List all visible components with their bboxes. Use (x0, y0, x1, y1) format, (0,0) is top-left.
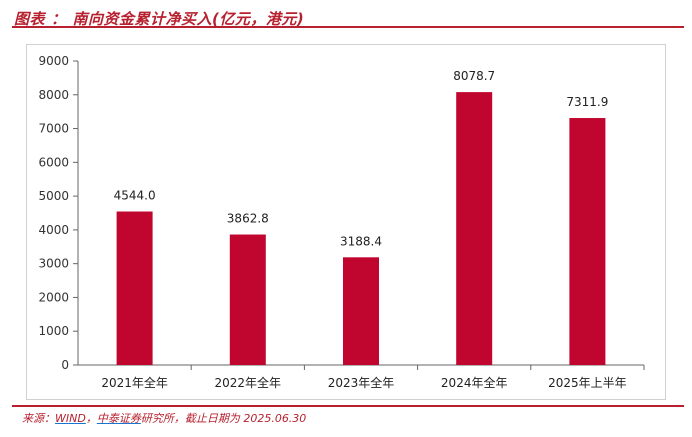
x-tick-label: 2024年全年 (441, 375, 508, 390)
chart-frame (26, 44, 666, 400)
x-tick-label: 2021年全年 (101, 375, 168, 390)
title-label: 图表 (14, 10, 46, 28)
y-tick-label: 7000 (38, 122, 69, 136)
source-prefix: 来源： (22, 412, 55, 425)
chart-title: 图表 ： 南向资金累计净买入(亿元，港元) (14, 8, 304, 29)
bar-value-label: 7311.9 (566, 95, 608, 109)
y-tick-label: 1000 (38, 324, 69, 338)
bar-value-label: 8078.7 (453, 69, 495, 83)
bar (343, 257, 379, 365)
source-divider (12, 405, 684, 407)
source-link-wind[interactable]: WIND (55, 412, 86, 425)
y-tick-label: 9000 (38, 54, 69, 68)
bar-value-label: 3188.4 (340, 234, 382, 248)
source-note: 来源：WIND，中泰证券研究所，截止日期为 2025.06.30 (22, 410, 306, 426)
y-tick-label: 8000 (38, 88, 69, 102)
y-tick-label: 6000 (38, 155, 69, 169)
y-tick-label: 5000 (38, 189, 69, 203)
title-main: 南向资金累计净买入(亿元，港元) (72, 10, 305, 28)
bar (116, 211, 153, 365)
y-tick-label: 2000 (38, 290, 69, 304)
bar-value-label: 3862.8 (227, 212, 269, 226)
title-bar (12, 0, 684, 28)
bar (456, 92, 493, 365)
source-comma: ， (85, 412, 97, 425)
x-tick-label: 2023年全年 (328, 375, 395, 390)
source-link-broker[interactable]: 中泰证券 (96, 412, 141, 425)
x-tick-label: 2022年全年 (215, 375, 282, 390)
y-tick-label: 0 (61, 358, 69, 372)
bar (229, 234, 266, 365)
y-tick-label: 3000 (38, 257, 69, 271)
y-tick-label: 4000 (38, 223, 69, 237)
bar (569, 118, 606, 365)
x-tick-label: 2025年上半年 (548, 376, 627, 390)
title-separator: ： (51, 10, 67, 28)
source-rest: 研究所，截止日期为 2025.06.30 (140, 412, 307, 425)
bar-value-label: 4544.0 (114, 189, 156, 203)
